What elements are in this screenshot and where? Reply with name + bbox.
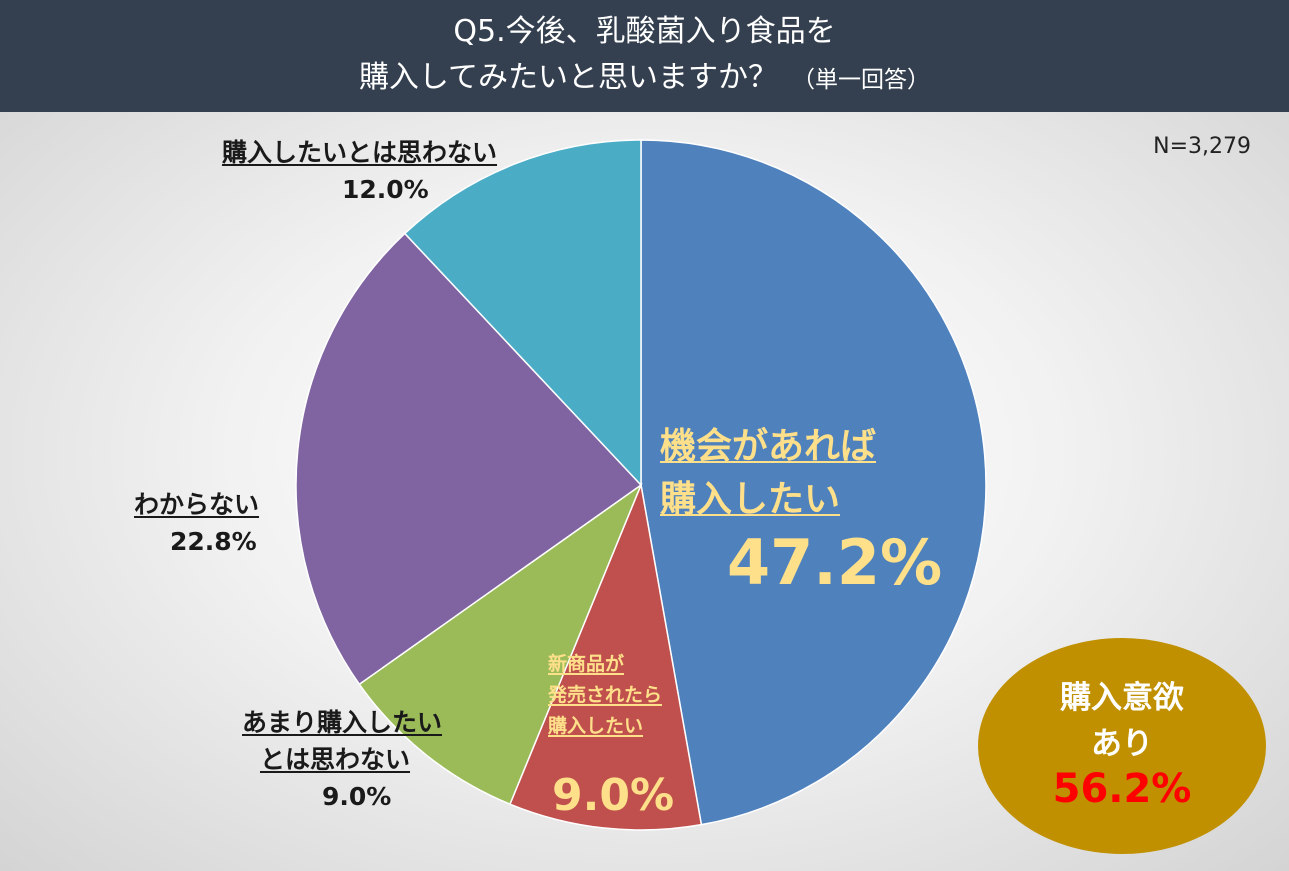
intent-badge-value: 56.2% [1052, 766, 1192, 812]
slice-unknown [295, 232, 643, 686]
chart-title-line2: 購入してみたいと思いますか？ （単一回答） [0, 58, 1289, 100]
slice-label-not-much-line1: あまり購入したい [242, 708, 443, 737]
slice-value-not-much: 9.0% [322, 782, 392, 811]
chart-title-bar: Q5.今後、乳酸菌入り食品を 購入してみたいと思いますか？ （単一回答） [0, 0, 1289, 112]
slice-label-unknown: わからない [134, 490, 260, 519]
slice-label-chance-line2: 購入したい [660, 479, 841, 520]
purchase-intent-badge: 購入意欲 あり 56.2% [978, 638, 1266, 854]
slice-value-unknown: 22.8% [170, 527, 257, 556]
slice-value-no-buy: 12.0% [342, 175, 429, 204]
intent-badge-line2: あり [1091, 726, 1153, 762]
slice-value-new-product: 9.0% [552, 770, 675, 821]
slice-label-new-product-line1: 新商品が [548, 653, 625, 675]
slice-label-chance-line1: 機会があれば [660, 426, 877, 467]
chart-title-line1: Q5.今後、乳酸菌入り食品を [453, 14, 836, 49]
slice-not-much [358, 482, 643, 806]
slice-new-product [509, 482, 703, 831]
slice-label-no-buy: 購入したいとは思わない [222, 138, 498, 167]
slice-label-new-product-line3: 購入したい [548, 715, 644, 737]
slice-no-buy [403, 139, 642, 487]
slice-label-not-much-line2: とは思わない [260, 745, 411, 774]
chart-title-line2-text: 購入してみたいと思いますか？ [358, 60, 779, 95]
slice-label-new-product-line2: 発売されたら [548, 684, 663, 706]
slice-value-chance: 47.2% [727, 526, 943, 599]
chart-title-suffix: （単一回答） [792, 67, 931, 93]
sample-size-label: N=3,279 [1153, 134, 1251, 159]
intent-badge-line1: 購入意欲 [1060, 680, 1184, 716]
slice-chance [640, 139, 987, 826]
